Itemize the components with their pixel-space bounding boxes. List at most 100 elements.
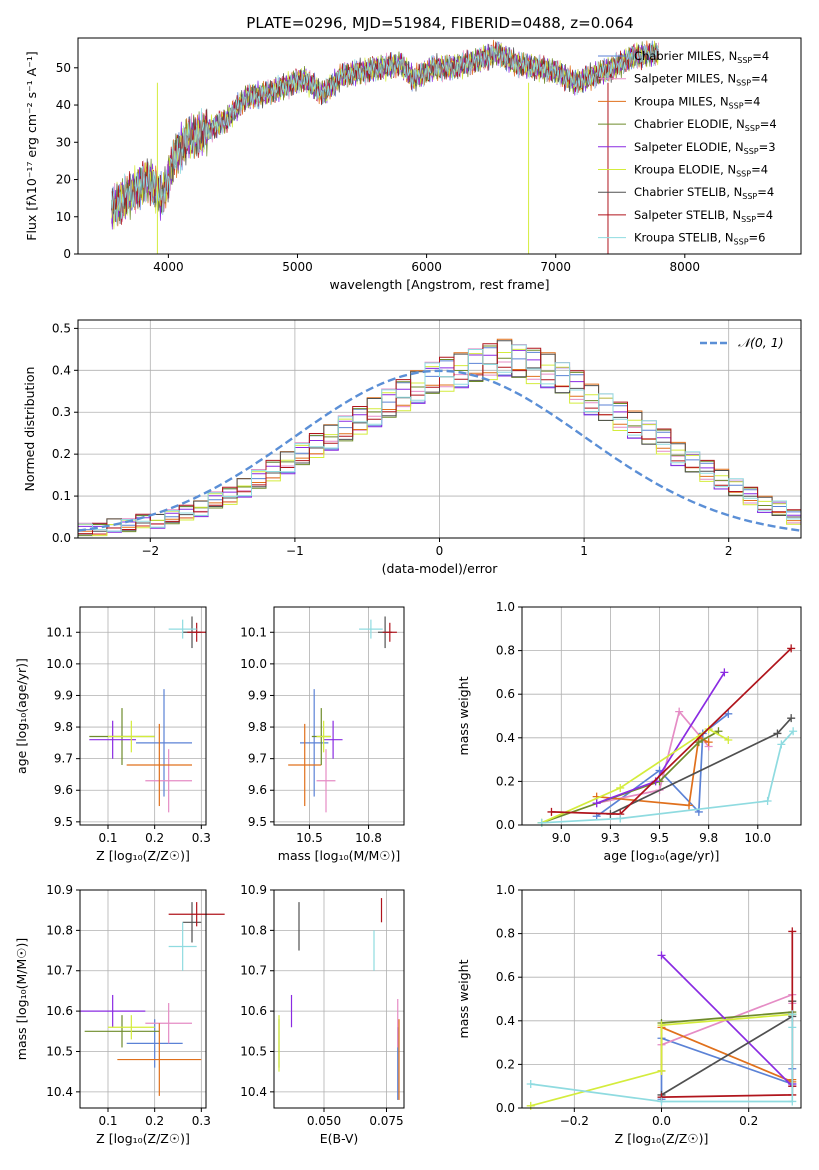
- y-tick-label: 0.6: [496, 970, 515, 984]
- spectrum-frame: [77, 37, 802, 255]
- spectrum-line-salpeter-stelib: [111, 41, 659, 225]
- x-tick-label: 7000: [540, 260, 571, 274]
- legend-entry: 𝒩(0, 1): [738, 335, 784, 350]
- data-point: [323, 720, 343, 759]
- weight-line-kroupa-elodie: [530, 1013, 793, 1107]
- data-point: [108, 1015, 155, 1040]
- plus-marker: [763, 797, 772, 806]
- plus-marker: [720, 668, 729, 677]
- legend-entry: Salpeter STELIB, NSSP=4: [634, 208, 773, 224]
- x-tick-label: 10.8: [355, 831, 382, 845]
- y-tick-label: 9.6: [248, 783, 267, 797]
- x-tick-label: 0.2: [145, 1114, 164, 1128]
- y-tick-label: 9.7: [248, 752, 267, 766]
- x-tick-label: 0.3: [192, 1114, 211, 1128]
- data-point: [89, 720, 136, 759]
- plus-marker: [657, 951, 666, 960]
- y-tick-label: 10.5: [46, 1044, 73, 1058]
- mass-vs-ebv-panel: 0.050 0.075 10.4 10.5 10.6 10.7 10.8 10.9 E(B-V): [240, 883, 405, 1146]
- x-tick-label: 1: [580, 544, 588, 558]
- mass-vs-Z-frame: [79, 889, 207, 1109]
- y-tick-label: 10.6: [46, 1004, 73, 1018]
- age-vs-Z-xlabel: Z [log₁₀(Z/Z☉)]: [96, 848, 190, 863]
- y-tick-label: 0.4: [496, 1014, 515, 1028]
- y-tick-label: 0.3: [52, 405, 71, 419]
- data-point: [126, 723, 192, 807]
- age-vs-mass-panel: 10.5 10.8 9.5 9.6 9.7 9.8 9.9 10.0 10.1 mass [log…: [240, 606, 405, 863]
- y-tick-label: 10.8: [46, 923, 73, 937]
- residuals-ylabel: Normed distribution: [22, 367, 37, 492]
- mass-vs-ebv-data: [278, 898, 400, 1100]
- y-tick-label: 9.8: [54, 720, 73, 734]
- y-tick-label: 20: [56, 173, 71, 187]
- y-tick-label: 0: [63, 247, 71, 261]
- spectrum-line-kroupa-stelib: [111, 41, 659, 226]
- x-tick-label: 9.0: [552, 831, 571, 845]
- y-tick-label: 0.1: [52, 489, 71, 503]
- y-tick-label: 30: [56, 135, 71, 149]
- plus-marker: [788, 1023, 797, 1032]
- spectrum-ylabel: Flux [fλ10⁻¹⁷ erg cm⁻² s⁻¹ A⁻¹]: [24, 51, 39, 240]
- plus-marker: [592, 799, 601, 808]
- spectrum-panel: 4000 5000 6000 7000 8000 0 10 20 30 40 50 wavelengt…: [24, 37, 802, 292]
- y-tick-label: 9.9: [248, 688, 267, 702]
- mass-vs-Z-plot-area: [80, 890, 206, 1108]
- y-tick-label: 9.8: [248, 720, 267, 734]
- legend-entry: Chabrier STELIB, NSSP=4: [634, 185, 774, 201]
- plus-marker: [685, 801, 694, 810]
- residuals-panel: −2 −1 0 1 2 0.0 0.1 0.2 0.3 0.4 0.5 (data-model)/er…: [22, 319, 802, 576]
- mass-vs-ebv-plot-area: [274, 890, 404, 1108]
- legend-entry: Kroupa ELODIE, NSSP=4: [634, 163, 768, 179]
- x-tick-label: 0.2: [145, 831, 164, 845]
- y-tick-label: 0.2: [496, 774, 515, 788]
- plus-marker: [789, 727, 798, 736]
- age-vs-Z-data: [89, 616, 206, 813]
- x-tick-label: 4000: [153, 260, 184, 274]
- y-tick-label: 10.5: [240, 1044, 267, 1058]
- plus-marker: [657, 1097, 666, 1106]
- weight-line-kroupa-elodie: [541, 728, 729, 824]
- y-tick-label: 1.0: [496, 883, 515, 897]
- y-tick-label: 10.9: [46, 883, 73, 897]
- residuals-xlabel: (data-model)/error: [382, 561, 499, 576]
- x-tick-label: 0.0: [652, 1114, 671, 1128]
- weight-vs-Z-xlabel: Z [log₁₀(Z/Z☉)]: [615, 1131, 709, 1146]
- legend-entry: Kroupa STELIB, NSSP=6: [634, 231, 765, 247]
- x-tick-label: 0.2: [739, 1114, 758, 1128]
- age-vs-Z-plot-area: [80, 607, 206, 825]
- data-point: [168, 902, 225, 927]
- y-tick-label: 0.0: [496, 1101, 515, 1115]
- y-tick-label: 10.4: [240, 1085, 267, 1099]
- y-tick-label: 10.6: [240, 1004, 267, 1018]
- legend-entry: Chabrier MILES, NSSP=4: [634, 49, 769, 65]
- y-tick-label: 0.2: [52, 447, 71, 461]
- age-vs-mass-frame: [273, 606, 405, 826]
- spectrum-data: [111, 39, 659, 254]
- y-tick-label: 40: [56, 98, 71, 112]
- plus-marker: [788, 1097, 797, 1106]
- plus-marker: [787, 644, 796, 653]
- plus-marker: [657, 1066, 666, 1075]
- y-tick-label: 0.0: [496, 818, 515, 832]
- data-point: [108, 720, 155, 753]
- y-tick-label: 9.9: [54, 688, 73, 702]
- plus-marker: [788, 927, 797, 936]
- age-vs-Z-frame: [79, 606, 207, 826]
- y-tick-label: 9.6: [54, 783, 73, 797]
- y-tick-label: 0.8: [496, 927, 515, 941]
- y-tick-label: 1.0: [496, 600, 515, 614]
- y-tick-label: 0.4: [496, 731, 515, 745]
- x-tick-label: −2: [141, 544, 159, 558]
- x-tick-label: 9.3: [601, 831, 620, 845]
- legend-entry: Salpeter ELODIE, NSSP=3: [634, 140, 776, 156]
- y-tick-label: 10.1: [240, 625, 267, 639]
- weight-vs-age-xlabel: age [log₁₀(age/yr)]: [604, 848, 720, 863]
- mass-vs-ebv-frame: [273, 889, 405, 1109]
- data-point: [359, 619, 383, 639]
- data-point: [168, 922, 197, 971]
- mass-vs-ebv-xlabel: E(B-V): [320, 1131, 359, 1146]
- plus-marker: [675, 707, 684, 716]
- legend-entry: Kroupa MILES, NSSP=4: [634, 94, 760, 110]
- x-tick-label: 0.075: [369, 1114, 403, 1128]
- y-tick-label: 10.8: [240, 923, 267, 937]
